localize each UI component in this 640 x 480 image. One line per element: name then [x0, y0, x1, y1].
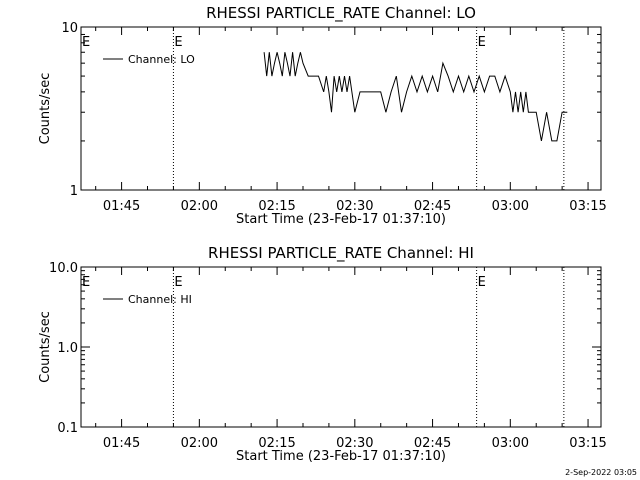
- plot-panel-hi: RHESSI PARTICLE_RATE Channel: HI 0.1 1.0 10…: [38, 244, 607, 464]
- legend-entry: Channel: LO: [128, 53, 195, 66]
- x-tick-label: 02:00: [181, 199, 218, 214]
- y-tick-label: 10: [61, 21, 78, 36]
- event-label: E: [478, 275, 486, 290]
- event-label-edge: E: [82, 275, 90, 290]
- x-tick-label: 03:15: [569, 436, 606, 451]
- y-tick-label: 1: [70, 184, 78, 199]
- x-axis-label: Start Time (23-Feb-17 01:37:10): [236, 212, 446, 227]
- x-tick-label: 03:00: [492, 199, 529, 214]
- y-tick-label: 0.1: [57, 421, 78, 436]
- x-tick-label: 01:45: [103, 199, 140, 214]
- x-tick-label: 03:15: [569, 199, 606, 214]
- x-tick-label: 02:30: [336, 436, 373, 451]
- chart-title: RHESSI PARTICLE_RATE Channel: LO: [206, 4, 476, 23]
- series-line: [263, 52, 568, 142]
- x-tick-label: 02:45: [414, 199, 451, 214]
- x-tick-label: 02:15: [258, 199, 295, 214]
- event-label-edge: E: [82, 35, 90, 50]
- event-label: E: [174, 275, 182, 290]
- x-tick-label: 02:45: [414, 436, 451, 451]
- x-tick-label: 02:15: [258, 436, 295, 451]
- y-tick-label: 10.0: [49, 261, 78, 276]
- plot-panel-lo: RHESSI PARTICLE_RATE Channel: LO 1 10 01:45…: [38, 4, 607, 227]
- event-label: E: [174, 35, 182, 50]
- footer-date: 2-Sep-2022 03:05: [565, 468, 637, 477]
- plot-frame: [80, 26, 602, 191]
- y-tick-label: 1.0: [57, 341, 78, 356]
- x-tick-label: 03:00: [492, 436, 529, 451]
- x-tick-label: 02:00: [181, 436, 218, 451]
- y-axis-label: Counts/sec: [38, 311, 53, 383]
- x-tick-label: 01:45: [103, 436, 140, 451]
- legend-entry: Channel: HI: [128, 293, 192, 306]
- x-axis-label: Start Time (23-Feb-17 01:37:10): [236, 449, 446, 464]
- y-axis-label: Counts/sec: [38, 73, 53, 145]
- plot-frame: [80, 266, 602, 428]
- x-tick-label: 02:30: [336, 199, 373, 214]
- chart-title: RHESSI PARTICLE_RATE Channel: HI: [208, 244, 474, 263]
- event-label: E: [478, 35, 486, 50]
